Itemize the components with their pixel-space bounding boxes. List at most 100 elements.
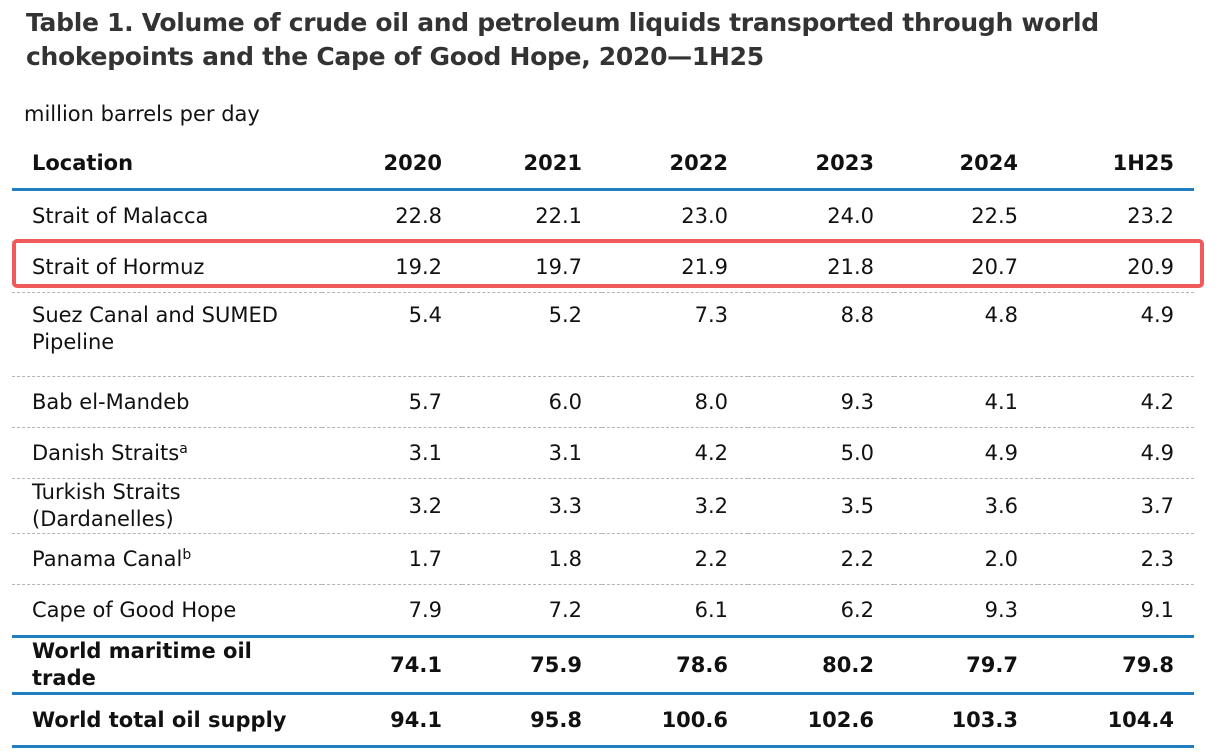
value-cell: 7.2 [462,584,602,638]
value-cell: 4.9 [1038,427,1194,479]
location-label: Suez Canal and SUMED Pipeline [32,303,278,354]
value-cell: 3.6 [894,478,1038,534]
value-cell: 8.8 [748,292,894,377]
value-cell: 4.2 [602,427,748,479]
value-cell: 23.0 [602,189,748,242]
total-value-cell: 75.9 [462,636,602,695]
total-value-cell: 74.1 [322,636,462,695]
total-value-cell: 78.6 [602,636,748,695]
column-header-2020: 2020 [322,138,462,191]
location-label: Strait of Hormuz [32,254,205,279]
value-cell: 4.9 [1038,292,1194,377]
value-cell: 5.0 [748,427,894,479]
column-header-2021: 2021 [462,138,602,191]
total-value-cell: 80.2 [748,636,894,695]
value-cell: 8.0 [602,376,748,428]
location-cell: Danish Straitsa [12,427,322,479]
value-cell: 4.8 [894,292,1038,377]
footnote-marker: b [182,546,192,563]
table-row: Suez Canal and SUMED Pipeline 5.4 5.2 7.… [12,292,1194,377]
value-cell: 7.9 [322,584,462,638]
value-cell: 4.1 [894,376,1038,428]
chokepoint-table: Location 2020 2021 2022 2023 2024 1H25 S… [12,138,1194,748]
location-label: Strait of Malacca [32,203,209,228]
total-row: World total oil supply 94.1 95.8 100.6 1… [12,693,1194,748]
location-cell: Turkish Straits (Dardanelles) [12,478,322,534]
value-cell: 6.2 [748,584,894,638]
value-cell: 21.9 [602,241,748,293]
value-cell: 1.8 [462,533,602,585]
total-label: World maritime oil trade [12,636,322,695]
value-cell: 19.2 [322,241,462,293]
total-row: World maritime oil trade 74.1 75.9 78.6 … [12,636,1194,695]
location-label: Danish Straits [32,440,180,465]
table-row: Strait of Hormuz 19.2 19.7 21.9 21.8 20.… [12,241,1194,293]
total-value-cell: 95.8 [462,693,602,748]
value-cell: 20.9 [1038,241,1194,293]
value-cell: 5.4 [322,292,462,377]
table-row: Cape of Good Hope 7.9 7.2 6.1 6.2 9.3 9.… [12,584,1194,638]
location-label: Cape of Good Hope [32,597,237,622]
table-row: Strait of Malacca 22.8 22.1 23.0 24.0 22… [12,189,1194,242]
location-label: Turkish Straits (Dardanelles) [32,480,181,531]
location-cell: Panama Canalb [12,533,322,585]
value-cell: 2.2 [748,533,894,585]
column-header-2022: 2022 [602,138,748,191]
value-cell: 9.1 [1038,584,1194,638]
value-cell: 1.7 [322,533,462,585]
column-header-1h25: 1H25 [1038,138,1194,191]
value-cell: 22.5 [894,189,1038,242]
total-value-cell: 102.6 [748,693,894,748]
total-value-cell: 79.8 [1038,636,1194,695]
value-cell: 9.3 [748,376,894,428]
location-cell: Cape of Good Hope [12,584,322,638]
value-cell: 3.2 [322,478,462,534]
table-row: Turkish Straits (Dardanelles) 3.2 3.3 3.… [12,478,1194,534]
location-cell: Suez Canal and SUMED Pipeline [12,292,322,377]
value-cell: 22.1 [462,189,602,242]
table-title: Table 1. Volume of crude oil and petrole… [26,8,1099,71]
value-cell: 6.0 [462,376,602,428]
column-header-2024: 2024 [894,138,1038,191]
location-cell: Strait of Hormuz [12,241,322,293]
column-header-location: Location [12,138,322,191]
table-row: Bab el-Mandeb 5.7 6.0 8.0 9.3 4.1 4.2 [12,376,1194,428]
value-cell: 3.1 [322,427,462,479]
value-cell: 9.3 [894,584,1038,638]
total-value-cell: 103.3 [894,693,1038,748]
table-row: Danish Straitsa 3.1 3.1 4.2 5.0 4.9 4.9 [12,427,1194,479]
value-cell: 20.7 [894,241,1038,293]
location-cell: Strait of Malacca [12,189,322,242]
total-value-cell: 79.7 [894,636,1038,695]
value-cell: 6.1 [602,584,748,638]
location-label: Panama Canal [32,546,183,571]
location-cell: Bab el-Mandeb [12,376,322,428]
value-cell: 22.8 [322,189,462,242]
value-cell: 2.3 [1038,533,1194,585]
value-cell: 4.9 [894,427,1038,479]
value-cell: 2.0 [894,533,1038,585]
value-cell: 5.2 [462,292,602,377]
value-cell: 5.7 [322,376,462,428]
value-cell: 4.2 [1038,376,1194,428]
value-cell: 3.7 [1038,478,1194,534]
value-cell: 19.7 [462,241,602,293]
value-cell: 3.1 [462,427,602,479]
total-value-cell: 104.4 [1038,693,1194,748]
value-cell: 7.3 [602,292,748,377]
table-row: Panama Canalb 1.7 1.8 2.2 2.2 2.0 2.3 [12,533,1194,585]
total-label: World total oil supply [12,693,322,748]
value-cell: 24.0 [748,189,894,242]
value-cell: 21.8 [748,241,894,293]
total-value-cell: 94.1 [322,693,462,748]
value-cell: 3.3 [462,478,602,534]
value-cell: 2.2 [602,533,748,585]
footnote-marker: a [179,440,188,457]
units-label: million barrels per day [24,102,260,126]
value-cell: 3.2 [602,478,748,534]
header-row: Location 2020 2021 2022 2023 2024 1H25 [12,138,1194,191]
column-header-2023: 2023 [748,138,894,191]
location-label: Bab el-Mandeb [32,389,190,414]
value-cell: 3.5 [748,478,894,534]
total-value-cell: 100.6 [602,693,748,748]
